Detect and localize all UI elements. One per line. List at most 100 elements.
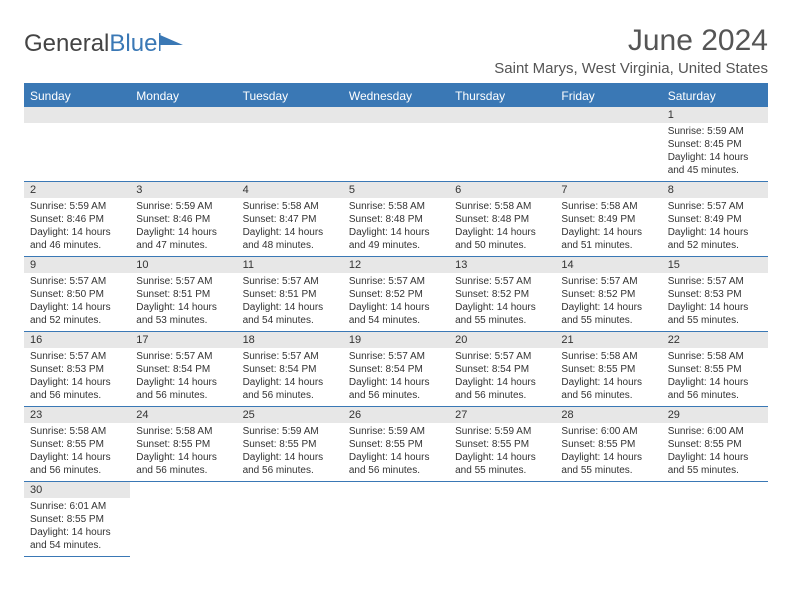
empty-cell xyxy=(662,482,768,557)
day-details: Sunrise: 6:00 AMSunset: 8:55 PMDaylight:… xyxy=(662,423,768,481)
day-cell-7: 7Sunrise: 5:58 AMSunset: 8:49 PMDaylight… xyxy=(555,182,661,257)
day-number: 9 xyxy=(24,257,130,273)
day-cell-16: 16Sunrise: 5:57 AMSunset: 8:53 PMDayligh… xyxy=(24,332,130,407)
day-number: 26 xyxy=(343,407,449,423)
day-cell-11: 11Sunrise: 5:57 AMSunset: 8:51 PMDayligh… xyxy=(237,257,343,332)
day-cell-24: 24Sunrise: 5:58 AMSunset: 8:55 PMDayligh… xyxy=(130,407,236,482)
day-cell-18: 18Sunrise: 5:57 AMSunset: 8:54 PMDayligh… xyxy=(237,332,343,407)
empty-cell xyxy=(555,482,661,557)
day-cell-12: 12Sunrise: 5:57 AMSunset: 8:52 PMDayligh… xyxy=(343,257,449,332)
day-number: 15 xyxy=(662,257,768,273)
day-number: 21 xyxy=(555,332,661,348)
day-details: Sunrise: 5:59 AMSunset: 8:46 PMDaylight:… xyxy=(130,198,236,256)
day-details: Sunrise: 5:58 AMSunset: 8:49 PMDaylight:… xyxy=(555,198,661,256)
day-cell-17: 17Sunrise: 5:57 AMSunset: 8:54 PMDayligh… xyxy=(130,332,236,407)
day-cell-22: 22Sunrise: 5:58 AMSunset: 8:55 PMDayligh… xyxy=(662,332,768,407)
day-details: Sunrise: 5:57 AMSunset: 8:50 PMDaylight:… xyxy=(24,273,130,331)
day-number: 11 xyxy=(237,257,343,273)
logo-text-2: Blue xyxy=(109,30,157,58)
day-header-friday: Friday xyxy=(555,84,661,107)
day-details: Sunrise: 5:58 AMSunset: 8:48 PMDaylight:… xyxy=(449,198,555,256)
day-details: Sunrise: 5:59 AMSunset: 8:55 PMDaylight:… xyxy=(237,423,343,481)
day-details: Sunrise: 6:01 AMSunset: 8:55 PMDaylight:… xyxy=(24,498,130,556)
day-number: 5 xyxy=(343,182,449,198)
logo: GeneralBlue xyxy=(24,24,185,58)
day-number: 12 xyxy=(343,257,449,273)
day-cell-5: 5Sunrise: 5:58 AMSunset: 8:48 PMDaylight… xyxy=(343,182,449,257)
day-cell-25: 25Sunrise: 5:59 AMSunset: 8:55 PMDayligh… xyxy=(237,407,343,482)
day-number: 19 xyxy=(343,332,449,348)
day-number: 8 xyxy=(662,182,768,198)
empty-cell xyxy=(130,482,236,557)
day-cell-2: 2Sunrise: 5:59 AMSunset: 8:46 PMDaylight… xyxy=(24,182,130,257)
day-number: 7 xyxy=(555,182,661,198)
day-details: Sunrise: 5:58 AMSunset: 8:55 PMDaylight:… xyxy=(130,423,236,481)
day-number: 18 xyxy=(237,332,343,348)
day-cell-8: 8Sunrise: 5:57 AMSunset: 8:49 PMDaylight… xyxy=(662,182,768,257)
day-details: Sunrise: 5:57 AMSunset: 8:52 PMDaylight:… xyxy=(343,273,449,331)
empty-cell xyxy=(449,482,555,557)
day-cell-29: 29Sunrise: 6:00 AMSunset: 8:55 PMDayligh… xyxy=(662,407,768,482)
title-block: June 2024 Saint Marys, West Virginia, Un… xyxy=(494,24,768,77)
day-details: Sunrise: 5:58 AMSunset: 8:55 PMDaylight:… xyxy=(662,348,768,406)
day-number: 20 xyxy=(449,332,555,348)
empty-cell xyxy=(555,107,661,182)
day-number: 16 xyxy=(24,332,130,348)
day-number: 27 xyxy=(449,407,555,423)
day-details: Sunrise: 5:57 AMSunset: 8:53 PMDaylight:… xyxy=(24,348,130,406)
day-details: Sunrise: 5:58 AMSunset: 8:55 PMDaylight:… xyxy=(555,348,661,406)
day-cell-4: 4Sunrise: 5:58 AMSunset: 8:47 PMDaylight… xyxy=(237,182,343,257)
day-header-saturday: Saturday xyxy=(662,84,768,107)
day-cell-14: 14Sunrise: 5:57 AMSunset: 8:52 PMDayligh… xyxy=(555,257,661,332)
day-number: 1 xyxy=(662,107,768,123)
location: Saint Marys, West Virginia, United State… xyxy=(494,60,768,77)
day-cell-9: 9Sunrise: 5:57 AMSunset: 8:50 PMDaylight… xyxy=(24,257,130,332)
day-number: 25 xyxy=(237,407,343,423)
day-details: Sunrise: 5:59 AMSunset: 8:55 PMDaylight:… xyxy=(449,423,555,481)
day-details: Sunrise: 5:57 AMSunset: 8:54 PMDaylight:… xyxy=(343,348,449,406)
calendar-table: SundayMondayTuesdayWednesdayThursdayFrid… xyxy=(24,83,768,557)
day-cell-30: 30Sunrise: 6:01 AMSunset: 8:55 PMDayligh… xyxy=(24,482,130,557)
day-cell-15: 15Sunrise: 5:57 AMSunset: 8:53 PMDayligh… xyxy=(662,257,768,332)
day-details: Sunrise: 6:00 AMSunset: 8:55 PMDaylight:… xyxy=(555,423,661,481)
day-number: 14 xyxy=(555,257,661,273)
day-number: 30 xyxy=(24,482,130,498)
day-details: Sunrise: 5:59 AMSunset: 8:45 PMDaylight:… xyxy=(662,123,768,181)
calendar-day-header: SundayMondayTuesdayWednesdayThursdayFrid… xyxy=(24,84,768,107)
day-number: 23 xyxy=(24,407,130,423)
day-header-tuesday: Tuesday xyxy=(237,84,343,107)
day-details: Sunrise: 5:57 AMSunset: 8:54 PMDaylight:… xyxy=(237,348,343,406)
day-cell-23: 23Sunrise: 5:58 AMSunset: 8:55 PMDayligh… xyxy=(24,407,130,482)
day-cell-21: 21Sunrise: 5:58 AMSunset: 8:55 PMDayligh… xyxy=(555,332,661,407)
day-details: Sunrise: 5:57 AMSunset: 8:51 PMDaylight:… xyxy=(130,273,236,331)
empty-cell xyxy=(237,482,343,557)
day-number: 22 xyxy=(662,332,768,348)
day-number: 4 xyxy=(237,182,343,198)
day-cell-27: 27Sunrise: 5:59 AMSunset: 8:55 PMDayligh… xyxy=(449,407,555,482)
day-header-thursday: Thursday xyxy=(449,84,555,107)
day-number: 6 xyxy=(449,182,555,198)
month-title: June 2024 xyxy=(494,24,768,58)
day-details: Sunrise: 5:57 AMSunset: 8:49 PMDaylight:… xyxy=(662,198,768,256)
day-details: Sunrise: 5:59 AMSunset: 8:46 PMDaylight:… xyxy=(24,198,130,256)
day-cell-10: 10Sunrise: 5:57 AMSunset: 8:51 PMDayligh… xyxy=(130,257,236,332)
empty-cell xyxy=(343,107,449,182)
day-details: Sunrise: 5:57 AMSunset: 8:51 PMDaylight:… xyxy=(237,273,343,331)
day-cell-13: 13Sunrise: 5:57 AMSunset: 8:52 PMDayligh… xyxy=(449,257,555,332)
day-number: 24 xyxy=(130,407,236,423)
day-number: 10 xyxy=(130,257,236,273)
empty-cell xyxy=(130,107,236,182)
day-details: Sunrise: 5:58 AMSunset: 8:55 PMDaylight:… xyxy=(24,423,130,481)
day-details: Sunrise: 5:57 AMSunset: 8:54 PMDaylight:… xyxy=(449,348,555,406)
day-cell-6: 6Sunrise: 5:58 AMSunset: 8:48 PMDaylight… xyxy=(449,182,555,257)
day-cell-19: 19Sunrise: 5:57 AMSunset: 8:54 PMDayligh… xyxy=(343,332,449,407)
day-details: Sunrise: 5:57 AMSunset: 8:53 PMDaylight:… xyxy=(662,273,768,331)
day-details: Sunrise: 5:59 AMSunset: 8:55 PMDaylight:… xyxy=(343,423,449,481)
day-header-sunday: Sunday xyxy=(24,84,130,107)
empty-cell xyxy=(24,107,130,182)
day-cell-20: 20Sunrise: 5:57 AMSunset: 8:54 PMDayligh… xyxy=(449,332,555,407)
day-header-monday: Monday xyxy=(130,84,236,107)
day-number: 3 xyxy=(130,182,236,198)
day-number: 2 xyxy=(24,182,130,198)
empty-cell xyxy=(237,107,343,182)
